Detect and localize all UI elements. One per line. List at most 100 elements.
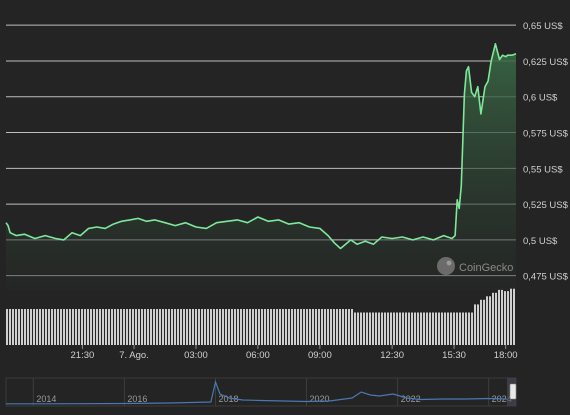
volume-bar bbox=[498, 289, 500, 345]
x-tick-label: 12:30 bbox=[380, 350, 404, 361]
volume-bar bbox=[321, 309, 323, 345]
volume-bar bbox=[57, 309, 59, 345]
volume-bar bbox=[156, 309, 158, 345]
volume-bar bbox=[159, 309, 161, 345]
volume-bar bbox=[93, 309, 95, 345]
y-tick-label: 0,625 US$ bbox=[523, 57, 569, 68]
volume-bar bbox=[435, 312, 437, 345]
volume-bar bbox=[33, 309, 35, 345]
volume-bar bbox=[438, 312, 440, 345]
coingecko-watermark: CoinGecko bbox=[437, 257, 513, 275]
volume-bar bbox=[303, 309, 305, 345]
volume-bar bbox=[366, 312, 368, 345]
volume-bar bbox=[15, 309, 17, 345]
y-tick-label: 0,6 US$ bbox=[523, 93, 558, 104]
x-tick-label: 09:00 bbox=[308, 350, 332, 361]
x-tick-label: 7. Ago. bbox=[119, 350, 149, 361]
volume-bar bbox=[504, 291, 506, 345]
volume-bar bbox=[390, 312, 392, 345]
volume-bar bbox=[489, 296, 491, 345]
volume-bar bbox=[513, 288, 515, 345]
navigator-year-label: 2020 bbox=[310, 394, 330, 404]
volume-bar bbox=[471, 312, 473, 345]
volume-bar bbox=[315, 309, 317, 345]
volume-bar bbox=[339, 309, 341, 345]
volume-bar bbox=[450, 312, 452, 345]
volume-bar bbox=[294, 309, 296, 345]
volume-bar bbox=[132, 309, 134, 345]
volume-bar bbox=[411, 312, 413, 345]
navigator-handle[interactable] bbox=[509, 383, 517, 400]
volume-bar bbox=[384, 312, 386, 345]
volume-bar bbox=[456, 312, 458, 345]
volume-bar bbox=[129, 309, 131, 345]
volume-bar bbox=[30, 309, 32, 345]
volume-bar bbox=[273, 309, 275, 345]
volume-bar bbox=[357, 312, 359, 345]
volume-bar bbox=[171, 309, 173, 345]
volume-bar bbox=[429, 312, 431, 345]
volume-bar bbox=[75, 309, 77, 345]
y-tick-label: 0,575 US$ bbox=[523, 129, 569, 140]
price-area bbox=[6, 43, 516, 290]
volume-bar bbox=[510, 288, 512, 345]
volume-bar bbox=[195, 309, 197, 345]
volume-bar bbox=[291, 309, 293, 345]
navigator-year-label: 2018 bbox=[218, 394, 238, 404]
volume-bar bbox=[375, 312, 377, 345]
volume-bar bbox=[141, 309, 143, 345]
volume-bar bbox=[276, 309, 278, 345]
volume-bar bbox=[312, 309, 314, 345]
volume-bar bbox=[87, 309, 89, 345]
volume-bar bbox=[288, 309, 290, 345]
volume-bar bbox=[414, 312, 416, 345]
volume-bar bbox=[63, 309, 65, 345]
volume-bar bbox=[138, 309, 140, 345]
volume-bar bbox=[48, 309, 50, 345]
volume-bar bbox=[219, 309, 221, 345]
volume-bar bbox=[480, 299, 482, 345]
volume-bar bbox=[426, 312, 428, 345]
volume-bar bbox=[201, 309, 203, 345]
volume-bar bbox=[393, 312, 395, 345]
volume-bar bbox=[36, 309, 38, 345]
volume-bar bbox=[468, 312, 470, 345]
volume-bar bbox=[501, 289, 503, 345]
volume-bar bbox=[153, 309, 155, 345]
volume-bar bbox=[168, 309, 170, 345]
volume-bar bbox=[279, 309, 281, 345]
volume-bar bbox=[444, 312, 446, 345]
volume-bar bbox=[246, 309, 248, 345]
volume-bar bbox=[492, 292, 494, 345]
volume-bar bbox=[378, 312, 380, 345]
navigator-year-ticks: 2014 2016 2018 2020 2022 2024 bbox=[32, 378, 512, 406]
volume-bar bbox=[225, 309, 227, 345]
time-navigator[interactable]: 2014 2016 2018 2020 2022 2024 bbox=[5, 377, 517, 407]
volume-bar bbox=[402, 312, 404, 345]
volume-bar bbox=[447, 312, 449, 345]
volume-bar bbox=[198, 309, 200, 345]
volume-bar bbox=[351, 309, 353, 345]
volume-bar bbox=[228, 309, 230, 345]
volume-bar bbox=[6, 309, 8, 345]
volume-bar bbox=[120, 309, 122, 345]
volume-bar bbox=[162, 309, 164, 345]
x-tick-label: 15:30 bbox=[442, 350, 466, 361]
volume-bar bbox=[99, 309, 101, 345]
volume-bar bbox=[300, 309, 302, 345]
volume-bar bbox=[180, 309, 182, 345]
volume-bar bbox=[126, 309, 128, 345]
volume-bar bbox=[189, 309, 191, 345]
volume-bar bbox=[42, 309, 44, 345]
x-tick-label: 03:00 bbox=[184, 350, 208, 361]
volume-bar bbox=[297, 309, 299, 345]
volume-bar bbox=[54, 309, 56, 345]
volume-bar bbox=[381, 312, 383, 345]
y-tick-label: 0,475 US$ bbox=[523, 272, 569, 283]
x-tick-label: 06:00 bbox=[246, 350, 270, 361]
volume-bar bbox=[417, 312, 419, 345]
volume-bar bbox=[309, 309, 311, 345]
volume-bar bbox=[405, 312, 407, 345]
volume-bar bbox=[396, 312, 398, 345]
